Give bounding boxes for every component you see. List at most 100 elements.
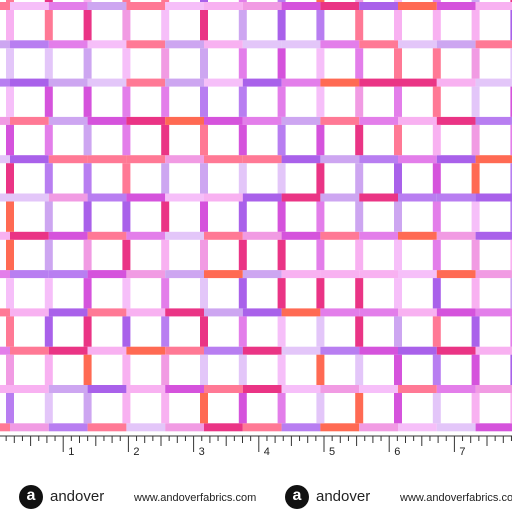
plaid-stripe: [475, 40, 512, 49]
plaid-stripe: [436, 385, 476, 393]
plaid-stripe: [320, 116, 360, 125]
plaid-stripe: [87, 423, 127, 432]
plaid-stripe: [475, 231, 512, 240]
plaid-stripe: [475, 423, 512, 432]
plaid-stripe: [281, 78, 321, 87]
plaid-stripe: [436, 308, 476, 317]
plaid-stripe: [471, 354, 480, 385]
plaid-stripe: [122, 354, 131, 385]
plaid-stripe: [126, 231, 166, 240]
plaid-stripe: [87, 116, 127, 125]
plaid-stripe: [200, 48, 208, 79]
plaid-stripe: [238, 354, 247, 385]
brand-name: andover: [316, 488, 370, 505]
plaid-stripe: [0, 346, 10, 355]
plaid-stripe: [355, 201, 364, 232]
plaid-stripe: [359, 2, 398, 10]
plaid-stripe: [10, 385, 49, 393]
plaid-stripe: [238, 86, 247, 117]
plaid-stripe: [238, 239, 247, 271]
plaid-stripe: [436, 346, 476, 355]
plaid-stripe: [161, 393, 170, 424]
plaid-stripe: [0, 385, 10, 393]
plaid-stripe: [87, 385, 127, 393]
plaid-stripe: [48, 2, 88, 10]
plaid-stripe: [83, 201, 92, 232]
plaid-stripe: [277, 239, 286, 271]
plaid-stripe: [44, 354, 53, 385]
plaid-stripe: [436, 231, 476, 240]
plaid-stripe: [242, 308, 282, 317]
plaid-stripe: [6, 278, 14, 309]
plaid-stripe: [238, 0, 247, 2]
plaid-stripe: [44, 239, 53, 271]
plaid-stripe: [359, 155, 398, 164]
plaid-stripe: [83, 239, 92, 271]
plaid-stripe: [48, 78, 88, 87]
plaid-stripe: [44, 278, 53, 309]
plaid-stripe: [44, 163, 53, 194]
plaid-stripe: [6, 316, 14, 347]
plaid-stripe: [165, 385, 204, 393]
plaid-stripe: [359, 231, 398, 240]
plaid-stripe: [122, 10, 131, 41]
plaid-stripe: [161, 278, 170, 309]
plaid-stripe: [394, 201, 402, 232]
plaid-stripe: [48, 155, 88, 164]
plaid-stripe: [0, 270, 10, 279]
plaid-stripe: [238, 316, 247, 347]
plaid-stripe: [83, 86, 92, 117]
plaid-stripe: [359, 116, 398, 125]
plaid-stripe: [432, 201, 441, 232]
plaid-stripe: [394, 278, 402, 309]
plaid-stripe: [165, 423, 204, 432]
plaid-stripe: [126, 308, 166, 317]
plaid-stripe: [242, 78, 282, 87]
logo-letter: a: [293, 487, 302, 504]
plaid-stripe: [320, 423, 360, 432]
plaid-stripe: [242, 270, 282, 279]
plaid-stripe: [204, 308, 243, 317]
plaid-stripe: [510, 278, 512, 309]
plaid-stripe: [432, 10, 441, 41]
plaid-stripe: [126, 78, 166, 87]
plaid-stripe: [0, 78, 10, 87]
plaid-stripe: [436, 2, 476, 10]
plaid-stripe: [471, 278, 480, 309]
plaid-stripe: [10, 308, 49, 317]
plaid-stripe: [355, 48, 364, 79]
plaid-stripe: [394, 316, 402, 347]
plaid-stripe: [281, 116, 321, 125]
plaid-stripe: [165, 270, 204, 279]
plaid-stripe: [165, 346, 204, 355]
plaid-stripe: [87, 193, 127, 202]
plaid-stripe: [471, 316, 480, 347]
plaid-stripe: [204, 155, 243, 164]
plaid-stripe: [204, 40, 243, 49]
plaid-stripe: [316, 86, 325, 117]
plaid-stripe: [6, 124, 14, 156]
plaid-stripe: [10, 155, 49, 164]
plaid-stripe: [277, 354, 286, 385]
ruler-label: 3: [199, 446, 205, 458]
plaid-stripe: [394, 393, 402, 424]
plaid-stripe: [471, 48, 480, 79]
plaid-stripe: [436, 193, 476, 202]
plaid-stripe: [475, 116, 512, 125]
plaid-stripe: [316, 48, 325, 79]
plaid-stripe: [238, 278, 247, 309]
plaid-stripe: [10, 423, 49, 432]
plaid-stripe: [48, 270, 88, 279]
plaid-stripe: [277, 278, 286, 309]
plaid-stripe: [475, 270, 512, 279]
plaid-stripe: [83, 10, 92, 41]
plaid-stripe: [398, 346, 437, 355]
plaid-stripe: [10, 78, 49, 87]
plaid-stripe: [398, 385, 437, 393]
plaid-stripe: [6, 354, 14, 385]
plaid-stripe: [510, 0, 512, 2]
plaid-stripe: [475, 2, 512, 10]
plaid-stripe: [238, 393, 247, 424]
plaid-stripe: [436, 270, 476, 279]
